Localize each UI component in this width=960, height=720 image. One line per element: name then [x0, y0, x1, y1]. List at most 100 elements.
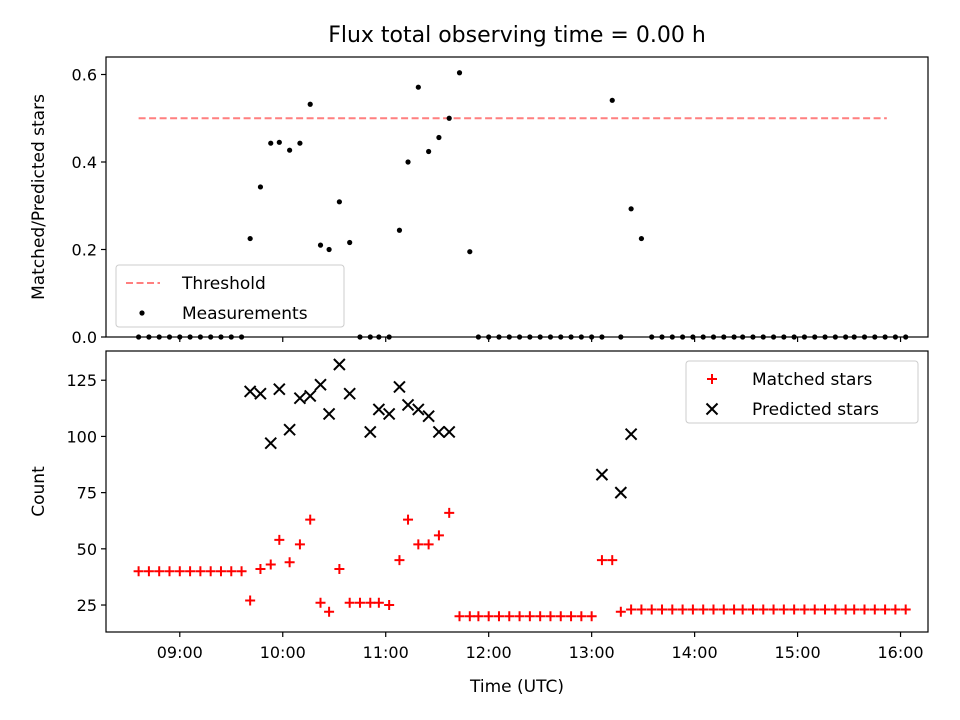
- data-point: [343, 387, 356, 400]
- x-tick-label: 12:00: [466, 643, 512, 662]
- data-point: [718, 604, 729, 615]
- y-tick-label: 0.6: [72, 66, 97, 85]
- data-point: [283, 423, 296, 436]
- data-point: [412, 403, 425, 416]
- data-point: [473, 611, 484, 622]
- data-point: [364, 425, 377, 439]
- data-point: [247, 235, 253, 242]
- data-point: [268, 140, 274, 146]
- data-point: [226, 566, 237, 577]
- data-point: [820, 604, 831, 615]
- data-point: [859, 604, 870, 615]
- legend-label: Threshold: [181, 274, 266, 294]
- data-point: [657, 604, 668, 615]
- data-point: [446, 115, 452, 121]
- data-point: [708, 604, 719, 615]
- data-point: [326, 246, 332, 253]
- x-tick-label: 11:00: [363, 643, 409, 662]
- data-point: [164, 566, 175, 577]
- data-point: [245, 595, 256, 606]
- x-tick-label: 13:00: [569, 643, 615, 662]
- data-point: [415, 84, 421, 90]
- data-point: [830, 604, 841, 615]
- data-point: [396, 227, 403, 233]
- data-point: [347, 239, 353, 246]
- data-point: [307, 101, 313, 107]
- data-point: [403, 514, 414, 525]
- data-point: [336, 199, 342, 205]
- data-point: [401, 398, 415, 412]
- legend-box: [115, 264, 345, 328]
- data-point: [255, 564, 266, 575]
- data-point: [274, 534, 285, 545]
- x-tick-label: 16:00: [877, 643, 923, 662]
- data-point: [243, 385, 257, 398]
- data-point: [467, 249, 473, 255]
- data-point: [636, 604, 647, 615]
- x-tick-label: 10:00: [260, 643, 306, 662]
- series-predicted-stars: [243, 358, 638, 499]
- data-point: [432, 425, 446, 439]
- data-point: [426, 148, 432, 155]
- data-point: [287, 147, 293, 153]
- top-panel-ratio: 0.0 0.2 0.4 0.6 Matched/Predicted stars Thres…: [29, 56, 929, 347]
- data-point: [315, 597, 326, 608]
- x-tick-label: 14:00: [672, 643, 718, 662]
- data-point: [880, 604, 891, 615]
- legend-label: Matched stars: [752, 370, 872, 390]
- data-point: [768, 604, 779, 615]
- data-point: [454, 611, 465, 622]
- data-point: [555, 611, 566, 622]
- y-tick-label: 75: [77, 484, 97, 503]
- y-axis-label: Count: [29, 466, 49, 517]
- data-point: [687, 604, 698, 615]
- data-point: [365, 597, 376, 608]
- data-point: [254, 387, 267, 400]
- bottom-panel-counts: 25 50 75 100 125 09:00 10:00 11:00 12:00 13:00 14:…: [29, 350, 929, 697]
- data-point: [413, 539, 424, 550]
- data-point: [314, 378, 327, 391]
- data-point: [456, 70, 463, 76]
- data-point: [514, 611, 525, 622]
- data-point: [423, 539, 434, 550]
- data-point: [294, 539, 305, 550]
- data-point: [195, 566, 206, 577]
- y-tick-label: 100: [66, 427, 97, 446]
- y-tick-label: 0.0: [72, 328, 97, 347]
- data-point: [545, 611, 556, 622]
- y-tick-label: 50: [77, 540, 97, 559]
- data-point: [566, 611, 577, 622]
- data-point: [677, 604, 688, 615]
- data-point: [394, 555, 405, 566]
- legend-marker: [139, 310, 145, 316]
- data-point: [344, 597, 355, 608]
- data-point: [205, 566, 216, 577]
- data-point: [354, 597, 365, 608]
- data-point: [317, 242, 324, 248]
- data-point: [215, 566, 226, 577]
- data-point: [264, 436, 277, 450]
- legend-label: Predicted stars: [752, 400, 879, 420]
- data-point: [334, 564, 345, 575]
- x-tick-label: 09:00: [157, 643, 203, 662]
- x-axis-label: Time (UTC): [469, 677, 564, 697]
- axes-frame: [105, 350, 929, 633]
- data-point: [436, 134, 442, 141]
- data-point: [185, 566, 196, 577]
- data-point: [789, 604, 800, 615]
- data-point: [257, 184, 264, 190]
- data-point: [273, 383, 286, 396]
- data-point: [464, 611, 475, 622]
- data-point: [667, 604, 678, 615]
- legend-marker: [707, 374, 717, 384]
- data-point: [322, 407, 336, 421]
- data-point: [444, 507, 455, 518]
- data-point: [154, 566, 165, 577]
- data-point: [535, 611, 546, 622]
- legend-marker: [705, 402, 719, 416]
- data-point: [372, 403, 386, 416]
- data-point: [638, 235, 645, 242]
- data-point: [607, 555, 618, 566]
- data-point: [900, 604, 911, 615]
- data-point: [373, 597, 384, 608]
